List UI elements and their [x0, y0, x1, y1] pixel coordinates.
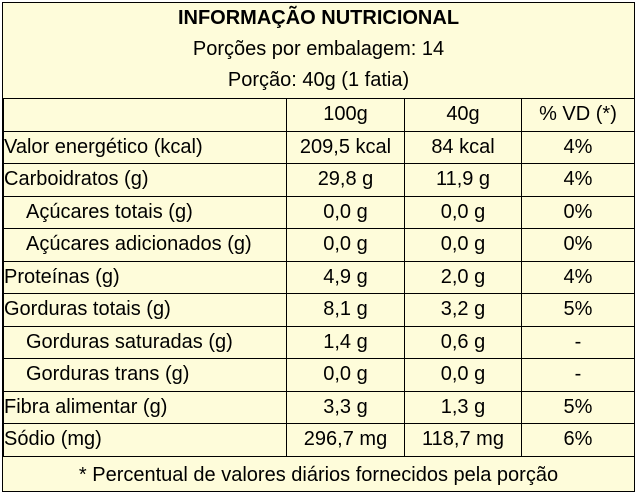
value-per-100g: 3,3 g: [286, 390, 405, 424]
nutrient-name: Fibra alimentar (g): [3, 390, 287, 424]
table-row: Proteínas (g) 4,9 g 2,0 g 4%: [3, 260, 635, 294]
table-row: Fibra alimentar (g) 3,3 g 1,3 g 5%: [3, 390, 635, 424]
value-per-100g: 0,0 g: [286, 228, 405, 262]
label-header: INFORMAÇÃO NUTRICIONAL Porções por embal…: [3, 3, 634, 96]
table-row: Açúcares adicionados (g) 0,0 g 0,0 g 0%: [3, 228, 635, 262]
value-per-40g: 84 kcal: [404, 130, 522, 164]
value-per-40g: 3,2 g: [404, 293, 522, 327]
daily-value-percent: -: [521, 358, 635, 392]
value-per-40g: 0,6 g: [404, 325, 522, 359]
table-row: Açúcares totais (g) 0,0 g 0,0 g 0%: [3, 195, 635, 229]
nutrient-name: Sódio (mg): [3, 423, 287, 457]
table-row: Valor energético (kcal) 209,5 kcal 84 kcal…: [3, 130, 635, 164]
nutrient-name: Gorduras trans (g): [3, 358, 287, 392]
nutrient-name: Açúcares adicionados (g): [3, 228, 287, 262]
daily-value-percent: 4%: [521, 163, 635, 197]
value-per-100g: 0,0 g: [286, 195, 405, 229]
nutrient-name: Açúcares totais (g): [3, 195, 287, 229]
table-header-row: 100g 40g % VD (*): [3, 98, 635, 132]
value-per-100g: 209,5 kcal: [286, 130, 405, 164]
servings-per-package: Porções por embalagem: 14: [192, 38, 445, 60]
daily-value-percent: 0%: [521, 228, 635, 262]
column-header-vd: % VD (*): [521, 98, 635, 132]
portion-size: Porção: 40g (1 fatia): [227, 69, 410, 91]
value-per-40g: 0,0 g: [404, 195, 522, 229]
column-header-100g: 100g: [286, 98, 405, 132]
nutrient-name: Gorduras totais (g): [3, 293, 287, 327]
table-row: Carboidratos (g) 29,8 g 11,9 g 4%: [3, 163, 635, 197]
nutrient-name: Gorduras saturadas (g): [3, 325, 287, 359]
value-per-100g: 1,4 g: [286, 325, 405, 359]
column-header-40g: 40g: [404, 98, 522, 132]
value-per-40g: 2,0 g: [404, 260, 522, 294]
value-per-100g: 8,1 g: [286, 293, 405, 327]
value-per-100g: 4,9 g: [286, 260, 405, 294]
footnote: * Percentual de valores diários fornecid…: [78, 464, 559, 486]
value-per-100g: 29,8 g: [286, 163, 405, 197]
label-title: INFORMAÇÃO NUTRICIONAL: [177, 7, 460, 29]
table-row: Gorduras totais (g) 8,1 g 3,2 g 5%: [3, 293, 635, 327]
daily-value-percent: 5%: [521, 390, 635, 424]
nutrient-name: Valor energético (kcal): [3, 130, 287, 164]
daily-value-percent: 5%: [521, 293, 635, 327]
value-per-40g: 118,7 mg: [404, 423, 522, 457]
value-per-40g: 1,3 g: [404, 390, 522, 424]
value-per-40g: 0,0 g: [404, 358, 522, 392]
daily-value-percent: 0%: [521, 195, 635, 229]
daily-value-percent: 4%: [521, 260, 635, 294]
daily-value-percent: -: [521, 325, 635, 359]
nutrient-name: Proteínas (g): [3, 260, 287, 294]
value-per-100g: 0,0 g: [286, 358, 405, 392]
table-row: Sódio (mg) 296,7 mg 118,7 mg 6%: [3, 423, 635, 457]
table-row: Gorduras trans (g) 0,0 g 0,0 g-: [3, 358, 635, 392]
nutrient-name: Carboidratos (g): [3, 163, 287, 197]
value-per-40g: 11,9 g: [404, 163, 522, 197]
table-row: Gorduras saturadas (g) 1,4 g 0,6 g-: [3, 325, 635, 359]
daily-value-percent: 4%: [521, 130, 635, 164]
daily-value-percent: 6%: [521, 423, 635, 457]
column-header-name: [3, 98, 287, 132]
value-per-40g: 0,0 g: [404, 228, 522, 262]
value-per-100g: 296,7 mg: [286, 423, 405, 457]
nutrition-table: 100g 40g % VD (*) Valor energético (kcal…: [3, 98, 635, 457]
